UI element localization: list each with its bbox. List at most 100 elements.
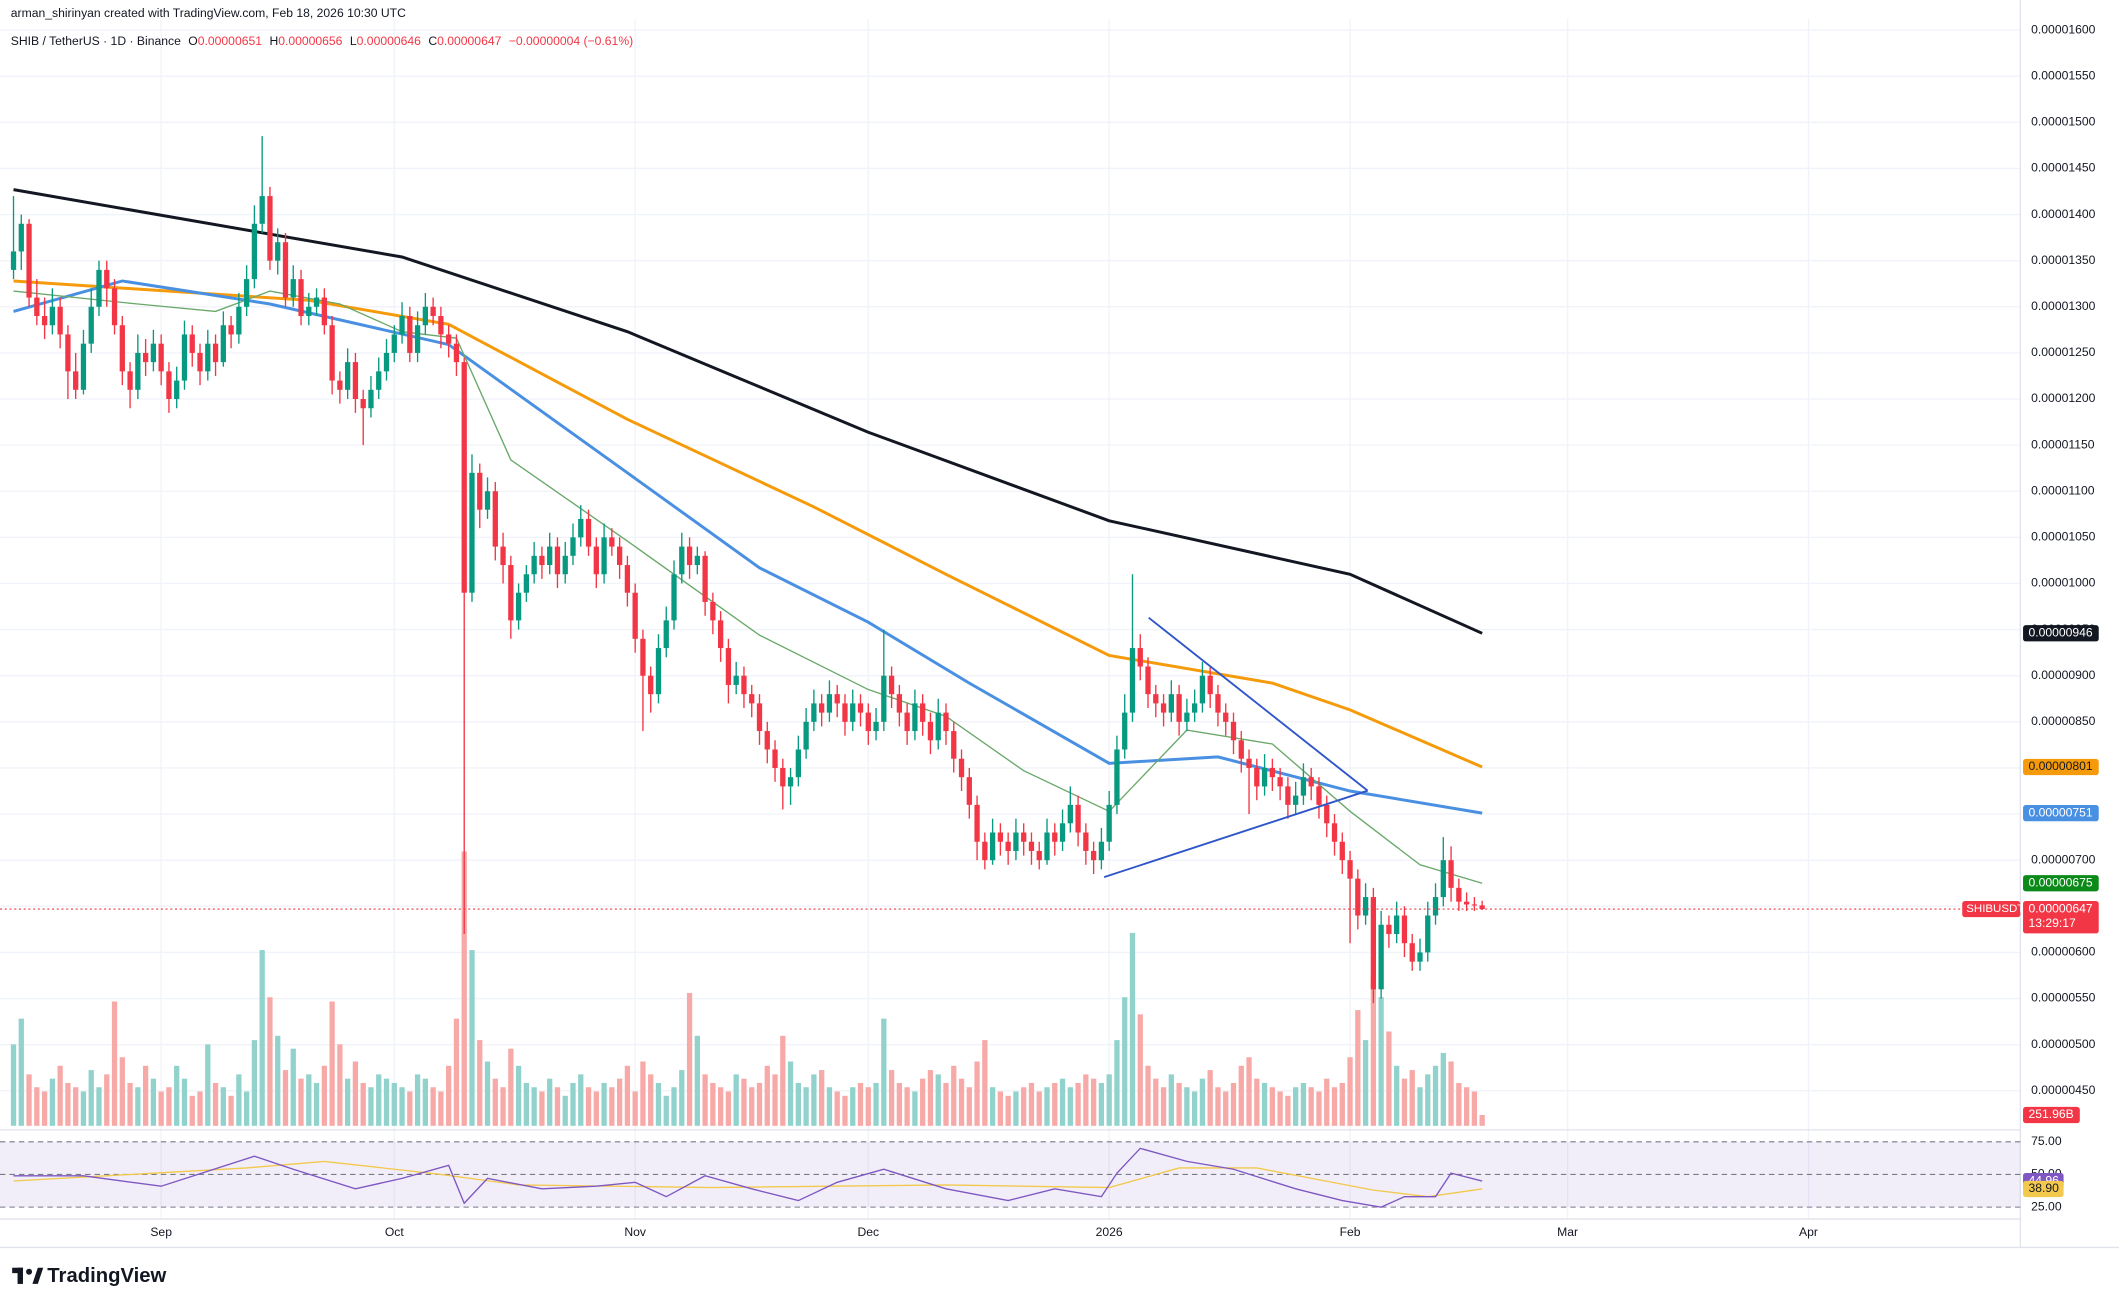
volume-bar [912, 1091, 918, 1126]
candle-body [1184, 712, 1190, 722]
price-tag-label: 0.00000647 [2028, 901, 2092, 915]
volume-bar [313, 1082, 320, 1126]
candle-body [477, 472, 483, 510]
volume-bar [1005, 1095, 1011, 1126]
legend-h: H [269, 34, 278, 48]
candle-body [111, 288, 118, 326]
candle-body [1153, 694, 1159, 704]
candle-body [1192, 703, 1198, 713]
candle-body [205, 343, 211, 372]
volume-bar [1122, 997, 1128, 1126]
candle-body [1378, 924, 1384, 990]
candle-body [104, 269, 110, 289]
candle-body [609, 537, 615, 547]
price-tag [2023, 625, 2099, 642]
candle-body [65, 334, 71, 372]
candle-body [1456, 887, 1462, 902]
candle-body [764, 731, 770, 750]
candle-body [1114, 749, 1120, 805]
grid [0, 19, 2021, 1220]
candle-body [1106, 804, 1112, 842]
candle-body [1160, 703, 1167, 713]
candle-body [1448, 860, 1454, 888]
candle-body [912, 703, 918, 732]
volume-bar [275, 1035, 281, 1126]
candle-body [547, 546, 553, 566]
volume-bar [360, 1082, 366, 1126]
candle-body [888, 675, 895, 695]
price-tag-label: 0.00000946 [2028, 626, 2092, 640]
trend-line [1148, 616, 1369, 792]
candle-body [80, 343, 87, 390]
volume-bar [842, 1095, 848, 1126]
volume-bar [834, 1091, 840, 1126]
volume-bar [1448, 1061, 1454, 1126]
volume-bar [663, 1095, 669, 1126]
candle-body [873, 721, 879, 732]
y-tick-label: 0.00000500 [2031, 1037, 2095, 1051]
volume-bar [391, 1082, 397, 1126]
candle-body [1145, 666, 1151, 695]
volume-bar [1067, 1087, 1073, 1126]
candle-body [1409, 943, 1415, 962]
x-tick-label: Nov [624, 1225, 647, 1239]
candle-body [1331, 823, 1338, 842]
volume-bar [624, 1065, 631, 1126]
volume-bar [640, 1061, 646, 1126]
volume-bar [298, 1078, 304, 1126]
y-tick-label: 0.00000900 [2031, 668, 2095, 682]
volume-bar [850, 1087, 856, 1126]
candle-body [150, 343, 157, 363]
rsi-tag [2023, 1180, 2064, 1198]
candle-body [648, 675, 654, 695]
volume-bar [601, 1082, 607, 1126]
volume-bar [733, 1074, 739, 1126]
candle-body [484, 491, 491, 510]
y-tick-label: 0.00001550 [2031, 68, 2095, 82]
candle-body [531, 555, 537, 575]
volume-bar [1246, 1057, 1252, 1126]
volume-bar [865, 1087, 871, 1126]
candle-body [453, 343, 460, 363]
volume-bar [764, 1065, 770, 1126]
volume-bar [671, 1087, 677, 1126]
candle-body [1479, 905, 1485, 910]
rsi-pane [0, 1141, 2021, 1208]
candle-body [1347, 860, 1353, 879]
volume-bar [158, 1091, 164, 1126]
volume-bar [1355, 1010, 1361, 1126]
candle-body [958, 758, 965, 778]
volume-bar [329, 1001, 335, 1126]
candle-body [298, 279, 304, 317]
candle-body [236, 306, 242, 335]
volume-bar [500, 1087, 506, 1126]
y-tick-label: 0.00001300 [2031, 299, 2095, 313]
volume-bar [943, 1082, 949, 1126]
countdown-label: 13:29:17 [2028, 916, 2076, 930]
volume-bar [236, 1074, 242, 1126]
volume-bar [282, 1070, 289, 1126]
candle-body [383, 352, 390, 372]
candle-body [539, 555, 545, 566]
candle-body [275, 242, 281, 261]
x-tick-label: Feb [1340, 1225, 1361, 1239]
candle-body [321, 297, 327, 326]
rsi-line [13, 1147, 1483, 1208]
candle-body [181, 334, 188, 381]
legend-open: 0.00000651 [198, 34, 262, 48]
candle-body [212, 343, 219, 363]
candle-body [966, 777, 972, 805]
y-tick-label: 0.00001500 [2031, 115, 2095, 129]
candle-body [166, 371, 172, 400]
candle-body [935, 712, 941, 741]
candle-body [1425, 915, 1431, 953]
candle-body [1300, 777, 1307, 796]
candle-body [422, 306, 429, 326]
volume-bar [593, 1091, 599, 1126]
candle-body [951, 731, 957, 759]
volume-bar [10, 1044, 17, 1126]
volume-bar [446, 1065, 452, 1126]
volume-bar [1207, 1070, 1213, 1126]
candle-body [982, 841, 988, 861]
y-tick-label: 0.00001450 [2031, 161, 2095, 175]
